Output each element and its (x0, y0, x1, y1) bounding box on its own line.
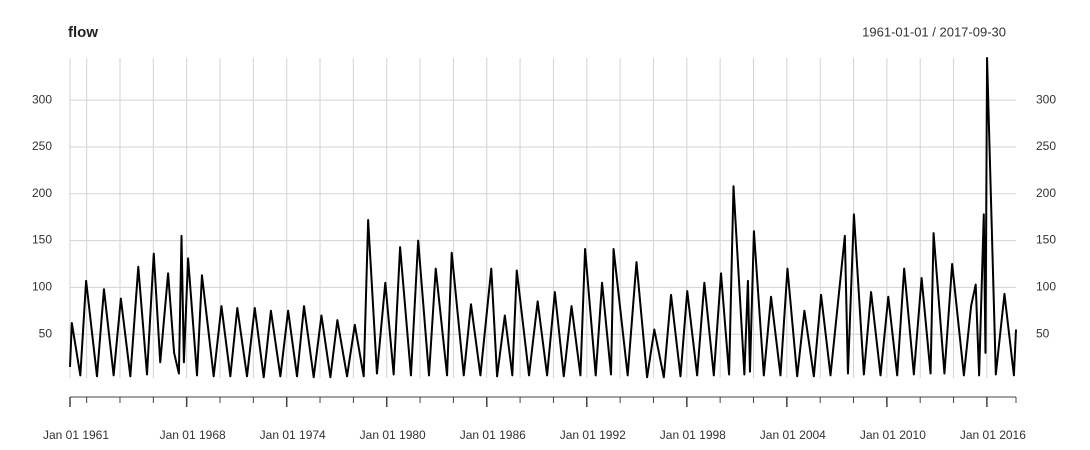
x-tick-label: Jan 01 1986 (460, 428, 526, 442)
y2-tick-label: 100 (1036, 280, 1056, 294)
x-tick-label: Jan 01 1974 (260, 428, 326, 442)
y-tick-label: 300 (32, 92, 52, 106)
x-tick-label: Jan 01 2004 (760, 428, 826, 442)
x-tick-label: Jan 01 1961 (43, 428, 109, 442)
y-tick-label: 50 (39, 326, 53, 340)
x-tick-label: Jan 01 1998 (660, 428, 726, 442)
y-tick-label: 100 (32, 280, 52, 294)
x-tick-label: Jan 01 1980 (360, 428, 426, 442)
data-line (69, 57, 1017, 379)
x-tick-label: Jan 01 1992 (560, 428, 626, 442)
x-tick-label: Jan 01 2010 (860, 428, 926, 442)
y2-tick-label: 150 (1036, 233, 1056, 247)
y-tick-label: 200 (32, 186, 52, 200)
y2-tick-label: 200 (1036, 186, 1056, 200)
y2-tick-label: 300 (1036, 92, 1056, 106)
chart-subtitle: 1961-01-01 / 2017-09-30 (862, 24, 1006, 39)
y2-tick-label: 250 (1036, 139, 1056, 153)
y-tick-label: 250 (32, 139, 52, 153)
y2-tick-label: 50 (1036, 326, 1050, 340)
x-tick-label: Jan 01 2016 (960, 428, 1026, 442)
chart-title: flow (68, 24, 98, 41)
y-tick-label: 150 (32, 233, 52, 247)
x-tick-label: Jan 01 1968 (160, 428, 226, 442)
